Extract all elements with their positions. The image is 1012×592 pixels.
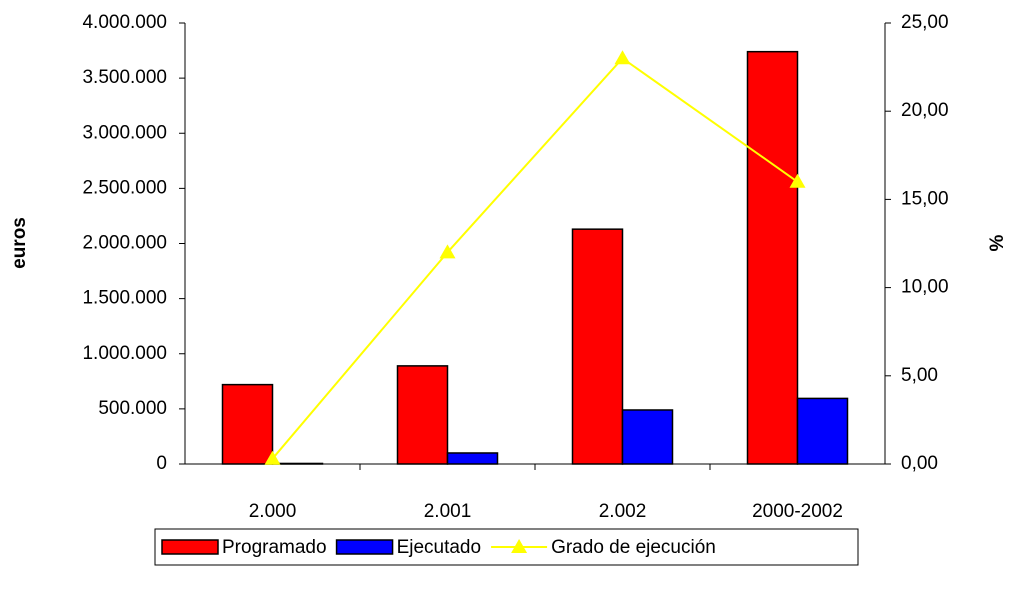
y2-tick-label: 5,00: [901, 365, 938, 386]
legend-swatch: [161, 539, 219, 555]
marker: [264, 450, 281, 465]
x-tick-label: 2.002: [599, 501, 647, 522]
y-tick-label: 1.500.000: [82, 288, 167, 309]
legend-box: [154, 528, 859, 566]
y-tick-label: 4.000.000: [82, 12, 167, 33]
y-axis-label: euros: [9, 217, 30, 269]
y-tick-label: 3.000.000: [82, 122, 167, 143]
legend-label: Programado: [222, 537, 327, 558]
y-tick-label: 3.500.000: [82, 67, 167, 88]
marker: [439, 244, 456, 259]
bar: [796, 397, 849, 465]
legend-label: Grado de ejecución: [551, 537, 716, 558]
marker: [614, 50, 631, 65]
marker: [789, 173, 806, 188]
y2-tick-label: 15,00: [901, 188, 949, 209]
legend-label: Ejecutado: [397, 537, 482, 558]
y2-tick-label: 10,00: [901, 277, 949, 298]
x-tick-label: 2000-2002: [752, 501, 843, 522]
y2-axis-label: %: [987, 234, 1008, 251]
y2-tick-label: 0,00: [901, 453, 938, 474]
bar: [746, 50, 799, 465]
y-tick-label: 1.000.000: [82, 343, 167, 364]
y-tick-label: 2.000.000: [82, 233, 167, 254]
legend-swatch: [335, 539, 394, 555]
bar: [221, 383, 274, 465]
bar: [396, 365, 449, 465]
y-tick-label: 500.000: [98, 398, 167, 419]
y2-tick-label: 25,00: [901, 12, 949, 33]
bar: [446, 452, 499, 465]
bar: [571, 228, 624, 465]
y-tick-label: 2.500.000: [82, 177, 167, 198]
line: [271, 56, 799, 460]
y2-tick-label: 20,00: [901, 100, 949, 121]
legend-swatch: [511, 539, 528, 553]
x-tick-label: 2.000: [249, 501, 297, 522]
y-tick-label: 0: [156, 453, 167, 474]
bar: [621, 409, 674, 465]
x-tick-label: 2.001: [424, 501, 472, 522]
